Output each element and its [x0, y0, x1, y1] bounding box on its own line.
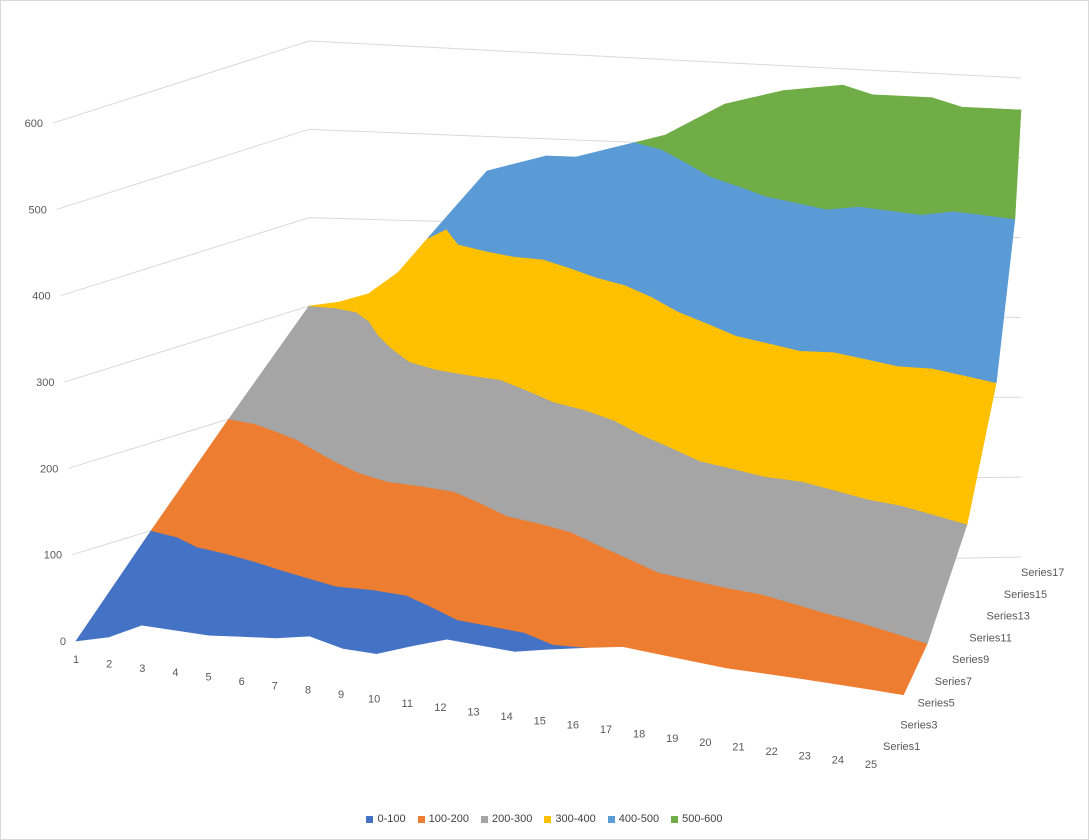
legend-label: 200-300 — [492, 813, 533, 825]
series-tick-label: Series11 — [969, 632, 1012, 644]
series-tick-label: Series15 — [1004, 589, 1047, 601]
series-tick-label: Series1 — [883, 741, 920, 753]
surface-patch-500-600 — [983, 108, 1022, 220]
category-tick-label: 24 — [832, 755, 844, 767]
category-tick-label: 6 — [239, 676, 245, 688]
series-axis: Series1 Series3 Series5 Series7 Series9 Serie… — [883, 567, 1064, 753]
legend-swatch — [366, 815, 374, 823]
legend-item-400-500: 400-500 — [607, 813, 660, 825]
legend-label: 100-200 — [428, 813, 469, 825]
category-tick-label: 14 — [501, 711, 513, 723]
category-tick-label: 20 — [699, 737, 711, 749]
legend-swatch — [544, 815, 552, 823]
value-tick-label: 600 — [25, 118, 43, 130]
value-tick-label: 400 — [32, 291, 50, 303]
value-axis: 0 100 200 300 400 500 600 — [25, 118, 66, 648]
category-tick-label: 9 — [338, 689, 344, 701]
category-tick-label: 5 — [205, 672, 211, 684]
value-tick-label: 500 — [28, 204, 46, 216]
surface — [75, 84, 1022, 696]
category-tick-label: 12 — [434, 702, 446, 714]
legend-item-500-600: 500-600 — [671, 813, 723, 825]
legend-label: 0-100 — [377, 813, 406, 825]
category-tick-label: 1 — [73, 654, 79, 666]
legend-swatch — [671, 815, 679, 823]
category-tick-label: 15 — [534, 715, 546, 727]
series-tick-label: Series17 — [1021, 567, 1064, 579]
category-tick-label: 7 — [272, 680, 278, 692]
series-tick-label: Series3 — [900, 719, 937, 731]
value-tick-label: 300 — [36, 377, 54, 389]
category-tick-label: 22 — [766, 746, 778, 758]
series-tick-label: Series13 — [987, 611, 1030, 623]
category-tick-label: 4 — [172, 667, 178, 679]
legend-item-300-400: 300-400 — [544, 813, 596, 825]
category-tick-label: 23 — [799, 750, 811, 762]
legend-swatch — [481, 815, 488, 823]
category-tick-label: 11 — [402, 698, 413, 710]
value-tick-label: 100 — [44, 550, 62, 562]
category-tick-label: 2 — [106, 658, 112, 670]
series-tick-label: Series7 — [935, 676, 972, 688]
category-tick-label: 19 — [666, 733, 678, 745]
category-tick-label: 13 — [467, 707, 479, 719]
category-tick-label: 25 — [865, 759, 877, 771]
category-tick-label: 8 — [305, 685, 311, 697]
series-tick-label: Series5 — [918, 698, 955, 710]
gridline-600 — [52, 40, 1022, 124]
value-tick-label: 0 — [60, 636, 66, 648]
legend-swatch — [607, 815, 615, 823]
legend-item-0-100: 0-100 — [366, 813, 406, 825]
series-tick-label: Series9 — [952, 654, 989, 666]
value-tick-label: 200 — [40, 463, 58, 475]
category-tick-label: 21 — [732, 742, 744, 754]
legend-swatch — [417, 815, 425, 823]
category-tick-label: 10 — [368, 693, 380, 705]
category-tick-label: 17 — [600, 724, 612, 736]
category-axis: 1 2 3 4 5 6 7 8 9 10 11 12 13 14 15 16 17 18 19 20 21 22 23 24 2… — [73, 654, 877, 771]
legend-label: 500-600 — [682, 813, 723, 825]
legend-item-200-300: 200-300 — [481, 813, 532, 825]
legend-label: 300-400 — [555, 813, 596, 825]
legend: 0-100 100-200 200-300 300-400 400-500 50… — [1, 813, 1088, 825]
category-tick-label: 16 — [567, 720, 579, 732]
category-tick-label: 3 — [139, 663, 145, 675]
legend-item-100-200: 100-200 — [417, 813, 469, 825]
category-tick-label: 18 — [633, 728, 645, 740]
legend-label: 400-500 — [618, 813, 660, 825]
